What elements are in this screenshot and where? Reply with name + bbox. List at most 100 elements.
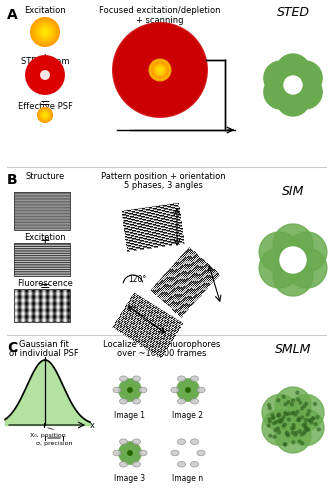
Text: Fluorescence: Fluorescence: [17, 279, 73, 288]
Circle shape: [272, 416, 275, 419]
Circle shape: [310, 421, 313, 424]
Circle shape: [157, 67, 163, 73]
Circle shape: [292, 424, 295, 426]
Circle shape: [38, 68, 53, 82]
Circle shape: [159, 68, 162, 71]
Circle shape: [184, 386, 192, 394]
Circle shape: [44, 30, 47, 34]
Circle shape: [276, 427, 279, 430]
Circle shape: [40, 70, 51, 80]
Text: 5 phases, 3 angles: 5 phases, 3 angles: [124, 181, 202, 190]
Circle shape: [125, 448, 135, 458]
Circle shape: [31, 61, 59, 89]
Circle shape: [307, 428, 310, 431]
Circle shape: [154, 64, 166, 76]
Circle shape: [297, 419, 300, 422]
Circle shape: [30, 18, 60, 46]
Circle shape: [41, 28, 49, 36]
Circle shape: [268, 418, 271, 420]
Circle shape: [38, 108, 52, 122]
Circle shape: [39, 109, 51, 121]
Circle shape: [122, 445, 138, 461]
Circle shape: [42, 112, 48, 118]
Circle shape: [262, 394, 298, 430]
Circle shape: [126, 448, 135, 458]
Ellipse shape: [120, 398, 128, 404]
Circle shape: [30, 60, 60, 90]
Circle shape: [280, 419, 283, 422]
Circle shape: [153, 64, 167, 76]
Circle shape: [43, 113, 47, 117]
Ellipse shape: [177, 398, 185, 404]
Circle shape: [26, 56, 64, 94]
Circle shape: [302, 432, 305, 434]
Circle shape: [156, 66, 164, 74]
Circle shape: [31, 18, 59, 46]
Text: 120°: 120°: [128, 275, 146, 284]
Circle shape: [40, 70, 50, 80]
Circle shape: [43, 72, 48, 78]
Circle shape: [183, 385, 193, 395]
Circle shape: [39, 110, 51, 120]
Circle shape: [124, 34, 196, 106]
Circle shape: [44, 114, 46, 116]
Circle shape: [273, 436, 276, 438]
Circle shape: [128, 388, 132, 392]
Circle shape: [121, 381, 139, 399]
Circle shape: [37, 107, 53, 123]
Circle shape: [40, 110, 50, 120]
Circle shape: [40, 110, 50, 120]
Circle shape: [275, 387, 311, 423]
Text: Pattern position + orientation: Pattern position + orientation: [101, 172, 225, 181]
Circle shape: [123, 383, 137, 397]
Ellipse shape: [171, 387, 179, 393]
Circle shape: [277, 414, 280, 417]
Circle shape: [44, 114, 46, 116]
Circle shape: [181, 383, 195, 397]
Circle shape: [267, 404, 270, 406]
Circle shape: [119, 378, 142, 402]
Circle shape: [287, 400, 290, 404]
Circle shape: [153, 64, 167, 76]
Circle shape: [127, 450, 134, 456]
Circle shape: [38, 108, 52, 122]
Circle shape: [129, 388, 132, 392]
Circle shape: [155, 65, 165, 75]
Circle shape: [271, 414, 274, 416]
Text: Excitation: Excitation: [24, 6, 66, 15]
Circle shape: [300, 433, 303, 436]
Circle shape: [264, 75, 298, 109]
Circle shape: [264, 61, 298, 95]
Circle shape: [154, 64, 166, 76]
Circle shape: [306, 413, 309, 416]
Circle shape: [272, 422, 275, 424]
Text: =: =: [40, 280, 50, 293]
Circle shape: [127, 386, 134, 394]
Circle shape: [183, 386, 192, 394]
Circle shape: [283, 423, 286, 426]
Circle shape: [185, 387, 191, 393]
Circle shape: [186, 388, 190, 392]
Circle shape: [39, 108, 51, 122]
Circle shape: [33, 20, 57, 44]
Circle shape: [35, 22, 55, 42]
Text: Effective PSF: Effective PSF: [18, 102, 73, 111]
Ellipse shape: [120, 376, 128, 382]
Circle shape: [33, 20, 57, 44]
Text: +: +: [40, 234, 50, 247]
Circle shape: [152, 62, 168, 78]
Circle shape: [140, 50, 180, 90]
Circle shape: [259, 248, 299, 288]
Circle shape: [288, 75, 322, 109]
Circle shape: [122, 32, 198, 108]
Circle shape: [118, 28, 202, 112]
Circle shape: [138, 48, 182, 92]
Circle shape: [126, 386, 134, 394]
Circle shape: [120, 30, 200, 110]
Circle shape: [313, 402, 316, 406]
Circle shape: [125, 34, 195, 106]
Circle shape: [159, 69, 161, 71]
Circle shape: [38, 25, 52, 39]
Circle shape: [297, 418, 300, 422]
Text: SIM: SIM: [282, 185, 304, 198]
